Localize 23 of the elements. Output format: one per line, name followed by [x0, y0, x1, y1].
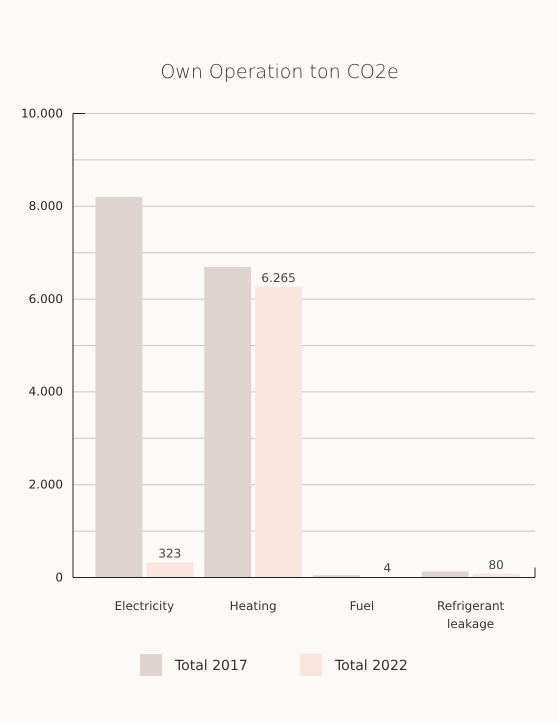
- y-tick-label: 10.000: [21, 106, 63, 120]
- x-tick-label: Refrigerant leakage: [436, 599, 505, 631]
- bar: [146, 562, 194, 577]
- legend-label: Total 2022: [334, 658, 408, 674]
- x-tick-label: Fuel: [350, 599, 374, 613]
- y-tick-label: 4.000: [28, 384, 63, 399]
- data-label: 323: [158, 546, 182, 561]
- legend-label: Total 2017: [174, 658, 248, 674]
- data-label: 4: [384, 560, 392, 575]
- bar: [422, 571, 469, 577]
- bar: [255, 286, 302, 577]
- data-label: 80: [488, 558, 504, 572]
- y-tick-label: 0: [55, 570, 63, 584]
- y-tick-label: 8.000: [28, 199, 63, 214]
- bar: [204, 267, 252, 577]
- chart-title: Own Operation ton CO2e: [160, 61, 399, 83]
- y-tick-label: 6.000: [28, 292, 63, 306]
- y-tick-label: 2.000: [28, 478, 63, 492]
- data-label: 6.265: [261, 270, 296, 285]
- bar: [472, 574, 520, 577]
- x-tick-label: Heating: [230, 599, 277, 613]
- bar: [95, 197, 142, 577]
- x-tick-label: Electricity: [114, 599, 174, 613]
